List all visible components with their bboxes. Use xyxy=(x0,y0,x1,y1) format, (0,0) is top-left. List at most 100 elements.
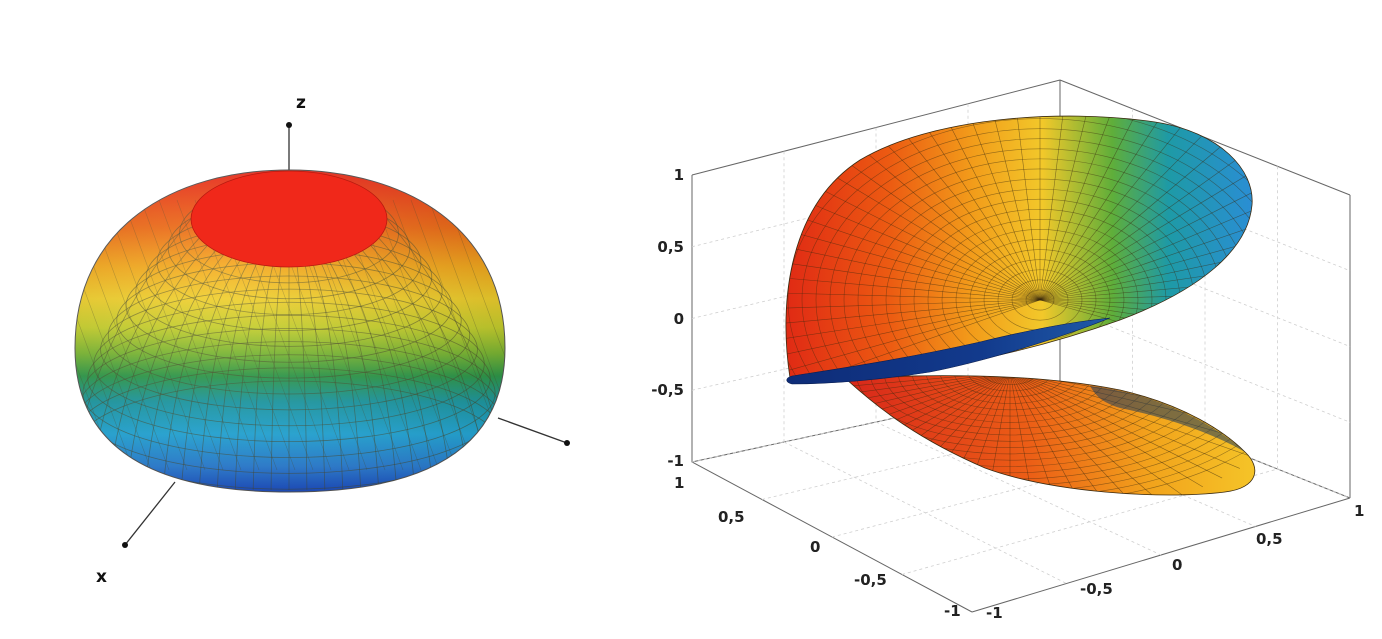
hemisphere-figure: z x xyxy=(74,93,570,587)
x-axis-endpoint xyxy=(122,542,128,548)
x-tick-label: 0,5 xyxy=(1256,530,1283,548)
z-tick-label: -1 xyxy=(667,452,684,470)
x-axis-label: x xyxy=(96,567,107,587)
surface-radial-line xyxy=(883,116,1041,301)
surface-radial-line xyxy=(785,272,1041,301)
surface-radial-line xyxy=(799,154,1041,301)
surface-ring-line xyxy=(1025,289,1055,311)
x-tick-label: -0,5 xyxy=(1080,580,1113,598)
surface-radial-line xyxy=(1039,299,1253,380)
surface-ring-line xyxy=(897,375,1123,423)
surface-ring-line xyxy=(845,375,1179,448)
x-tick-label: 1 xyxy=(1354,502,1364,520)
surface-radial-line xyxy=(1039,117,1220,301)
surface-radial-line xyxy=(845,375,1011,412)
z-axis-label: z xyxy=(296,93,306,113)
surface-radial-line xyxy=(1039,235,1253,301)
surface-radial-line xyxy=(1039,116,1095,301)
surface-radial-line xyxy=(1039,116,1197,301)
y-tick-label: -0,5 xyxy=(854,571,887,589)
plot-gridline xyxy=(875,421,1162,556)
surface-plot-figure: 1 0,5 0 -0,5 -1 1 0,5 0 -0,5 -1 -1 -0,5 … xyxy=(651,79,1364,622)
surface-radial-line xyxy=(1039,169,1253,301)
surface-ring-line xyxy=(967,375,1053,392)
surface-ring-line xyxy=(845,375,1235,474)
surface-radial-line xyxy=(1039,299,1253,366)
y-axis-endpoint xyxy=(564,440,570,446)
surface-radial-line xyxy=(957,375,1011,495)
x-tick-label: 0 xyxy=(1172,556,1182,574)
x-tick-labels: -1 -0,5 0 0,5 1 xyxy=(986,502,1364,622)
surface-radial-line xyxy=(1009,375,1138,495)
surface-ring-line xyxy=(815,138,1253,380)
surface-lower-shadow xyxy=(1090,386,1245,452)
surface-radial-line xyxy=(1039,201,1253,301)
y-tick-label: -1 xyxy=(944,602,961,620)
surface-radial-line xyxy=(845,375,1011,424)
z-tick-label: 1 xyxy=(674,166,684,184)
y-axis-line xyxy=(497,417,568,444)
surface-ring-line xyxy=(911,375,1109,417)
surface-ring-line xyxy=(939,375,1081,404)
surface-radial-line xyxy=(1039,218,1253,301)
surface-radial-line xyxy=(785,299,1041,330)
y-tick-label: 0,5 xyxy=(718,508,745,526)
surface-radial-line xyxy=(1009,375,1203,488)
y-tick-label: 1 xyxy=(674,474,684,492)
surface-radial-line xyxy=(785,299,1041,380)
surface-ring-line xyxy=(925,375,1095,411)
hemisphere-cap xyxy=(190,170,388,268)
surface-blade xyxy=(786,317,1111,385)
surface-radial-line xyxy=(1039,141,1253,301)
surface-radial-line xyxy=(1009,375,1063,495)
surface-radial-line xyxy=(860,117,1041,301)
surface-radial-line xyxy=(1039,116,1122,301)
surface-radial-line xyxy=(785,299,1041,380)
plot-gridline xyxy=(1059,306,1351,423)
surface-radial-line xyxy=(785,299,1041,348)
surface-radial-line xyxy=(785,235,1041,301)
surface-radial-line xyxy=(1039,253,1253,301)
surface-radial-line xyxy=(1009,375,1223,479)
surface-radial-line xyxy=(1009,375,1113,495)
surface-ring-line xyxy=(845,375,1193,455)
surface-radial-line xyxy=(818,141,1041,301)
z-tick-labels: 1 0,5 0 -0,5 -1 xyxy=(651,166,684,470)
surface-radial-line xyxy=(1039,154,1253,301)
surface-radial-line xyxy=(785,253,1041,301)
surface-ring-line xyxy=(869,375,1151,436)
surface-ring-line xyxy=(855,375,1165,442)
surface-ring-line xyxy=(1011,279,1069,321)
surface-ring-line xyxy=(995,375,1025,379)
surface-radial-line xyxy=(1009,375,1161,495)
hemisphere-shading xyxy=(75,170,505,492)
z-tick-label: 0,5 xyxy=(657,238,684,256)
surface-radial-line xyxy=(1039,184,1253,301)
surface-ring-line xyxy=(953,375,1067,398)
surface-radial-line xyxy=(838,128,1041,301)
surface-radial-line xyxy=(1009,375,1183,495)
x-tick-label: -1 xyxy=(986,604,1003,622)
surface-ring-line xyxy=(927,219,1153,380)
surface-ring-line xyxy=(883,375,1137,429)
z-tick-label: 0 xyxy=(674,310,684,328)
surface-ring-line xyxy=(981,375,1039,385)
y-tick-labels: 1 0,5 0 -0,5 -1 xyxy=(674,474,961,620)
surface-radial-line xyxy=(1009,375,1255,459)
surface-radial-line xyxy=(1039,116,1068,301)
surface-radial-line xyxy=(1039,128,1242,301)
hemisphere-facet-line xyxy=(500,199,505,471)
surface-radial-line xyxy=(785,299,1041,311)
surface-radial-line xyxy=(785,299,1041,366)
surface-ring-line xyxy=(801,128,1253,380)
surface-ring-line xyxy=(845,375,1207,461)
x-axis-line xyxy=(124,481,176,546)
y-tick-label: 0 xyxy=(810,538,820,556)
surface-ring-line xyxy=(845,375,1221,467)
z-tick-label: -0,5 xyxy=(651,381,684,399)
surface-upper-lobe xyxy=(785,115,1253,381)
z-axis-endpoint xyxy=(286,122,292,128)
surface-lower-lobe xyxy=(844,375,1256,496)
surface-ring-line xyxy=(787,118,1253,380)
